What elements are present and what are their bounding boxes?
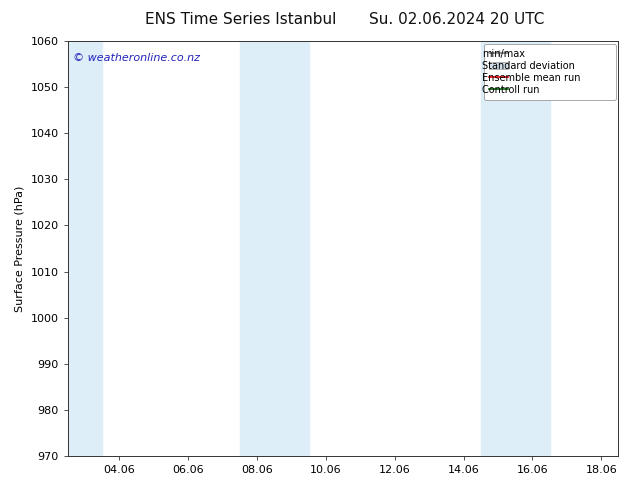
Bar [481,41,550,456]
Text: © weatheronline.co.nz: © weatheronline.co.nz [73,53,200,64]
Bar [68,41,102,456]
Bar [240,41,309,456]
Text: ENS Time Series Istanbul: ENS Time Series Istanbul [145,12,337,27]
Y-axis label: Surface Pressure (hPa): Surface Pressure (hPa) [15,185,25,312]
Text: Su. 02.06.2024 20 UTC: Su. 02.06.2024 20 UTC [369,12,544,27]
Legend: min/max, Standard deviation, Ensemble mean run, Controll run: min/max, Standard deviation, Ensemble me… [484,44,616,99]
